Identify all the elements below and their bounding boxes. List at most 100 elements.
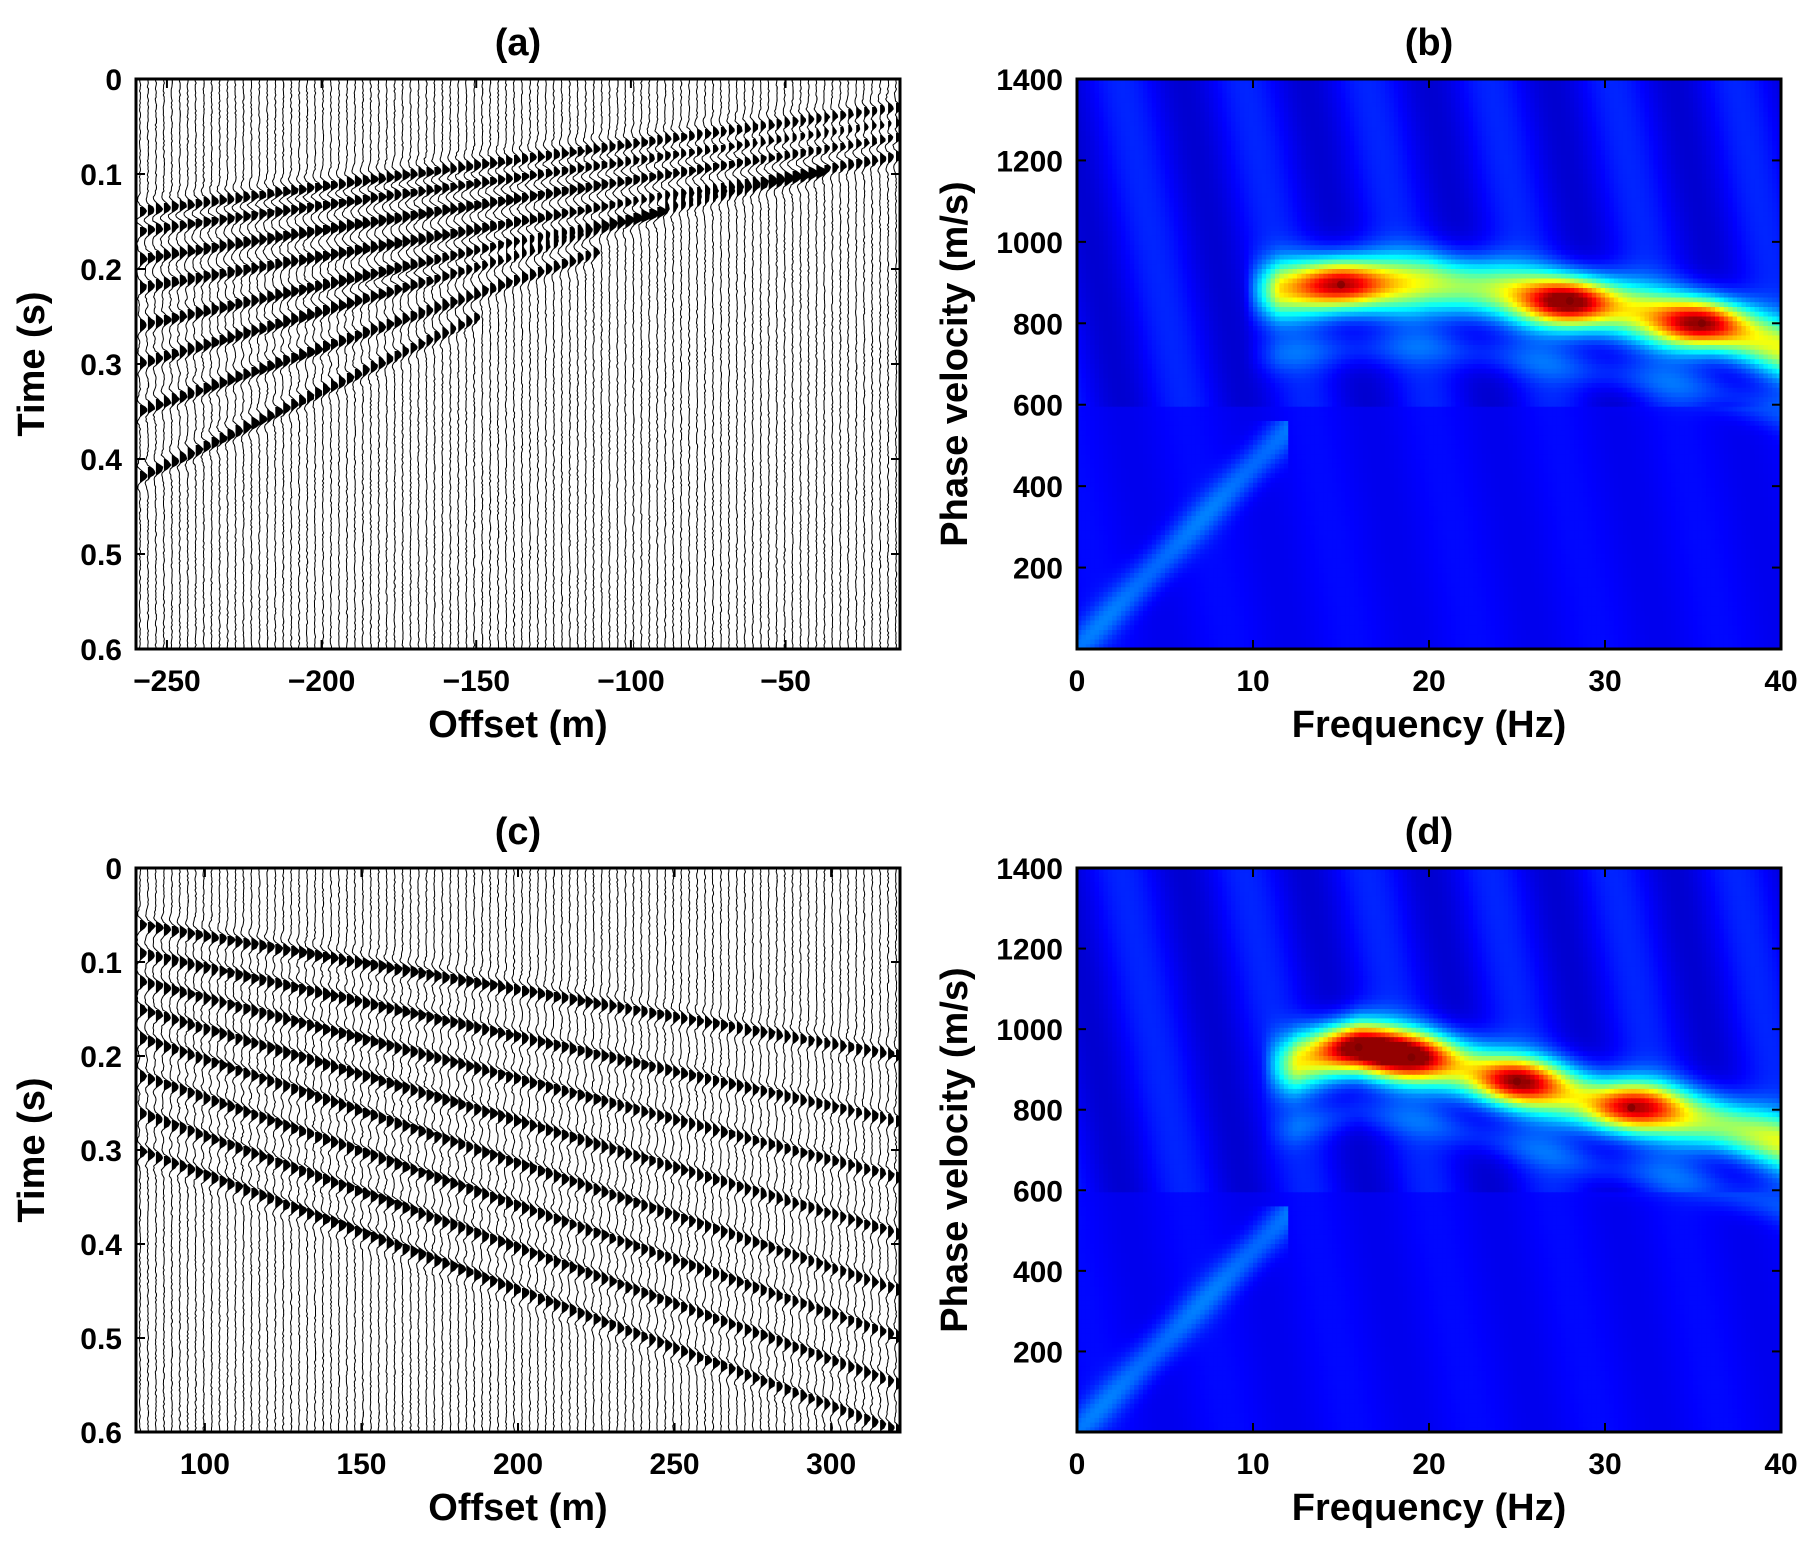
- panel-a-ytick-label: 0.3: [80, 349, 122, 382]
- panel-c-trace: [726, 868, 736, 1432]
- panel-a-trace: [541, 79, 553, 649]
- panel-d-xtick-label: 0: [1069, 1448, 1086, 1481]
- panel-a-trace: [677, 79, 687, 649]
- panel-a-trace: [669, 79, 680, 649]
- panel-a-trace: [247, 79, 259, 649]
- panel-c-ytick-label: 0.2: [80, 1041, 122, 1074]
- panel-c-ytick-label: 0: [105, 853, 122, 886]
- panel-c-trace: [870, 868, 879, 1432]
- panel-c-trace: [703, 868, 713, 1432]
- panel-c-xtick-label: 250: [650, 1448, 700, 1481]
- panel-c-trace: [687, 868, 696, 1432]
- panel-d-peak: [1513, 1078, 1521, 1086]
- panel-b-title: (b): [1405, 22, 1454, 64]
- panel-c-trace: [838, 868, 847, 1432]
- panel-c-trace: [185, 868, 195, 1432]
- panel-c-trace: [758, 868, 767, 1432]
- panel-c-ytick-label: 0.5: [80, 1323, 122, 1356]
- panel-a-xtick-label: −250: [133, 665, 201, 698]
- panel-d-ylabel: Phase velocity (m/s): [934, 967, 976, 1332]
- panel-d-xlabel: Frequency (Hz): [1292, 1487, 1566, 1529]
- panel-c-trace: [575, 868, 585, 1432]
- panel-c-trace: [328, 868, 339, 1432]
- panel-c-trace: [862, 868, 871, 1432]
- panel-a-trace: [877, 79, 886, 649]
- panel-a-trace: [422, 79, 434, 649]
- panel-c-xtick-label: 200: [493, 1448, 543, 1481]
- panel-a-trace: [303, 79, 315, 649]
- panel-c-trace: [225, 868, 235, 1432]
- panel-a-trace: [327, 79, 339, 649]
- panel-a-ylabel: Time (s): [11, 291, 53, 436]
- panel-a-trace: [780, 79, 794, 649]
- panel-b-ytick-label: 800: [1013, 308, 1063, 341]
- panel-c-trace: [416, 868, 427, 1432]
- panel-d-title: (d): [1405, 811, 1454, 853]
- panel-c-trace: [408, 868, 419, 1432]
- panel-d-ytick-label: 1200: [996, 934, 1063, 967]
- panel-d-xtick-label: 40: [1764, 1448, 1797, 1481]
- panel-a-trace: [350, 79, 363, 649]
- panel-c-trace: [527, 868, 537, 1432]
- panel-a-ytick-label: 0.4: [80, 444, 122, 477]
- panel-c-trace: [495, 868, 505, 1432]
- panel-b-ytick-label: 1400: [996, 64, 1063, 97]
- panel-c-xlabel: Offset (m): [428, 1487, 607, 1529]
- panel-a-trace: [637, 79, 650, 649]
- panel-d-xtick-label: 30: [1588, 1448, 1621, 1481]
- panel-c-trace: [519, 868, 529, 1432]
- panel-c-xtick-label: 300: [806, 1448, 856, 1481]
- panel-a-trace: [200, 79, 211, 649]
- panel-b-heatmap: [1077, 79, 1782, 650]
- panel-b-peak: [1566, 297, 1574, 305]
- panel-c-xtick-label: 150: [336, 1448, 386, 1481]
- panel-a-trace: [430, 79, 443, 649]
- panel-a-trace: [414, 79, 426, 649]
- panel-c-title: (c): [495, 811, 541, 853]
- panel-c-trace: [400, 868, 411, 1432]
- panel-a-trace: [153, 79, 164, 649]
- panel-b-xtick-label: 30: [1588, 665, 1621, 698]
- panel-b-ylabel: Phase velocity (m/s): [934, 181, 976, 546]
- panel-c-trace: [631, 868, 641, 1432]
- panel-c-trace: [432, 868, 443, 1432]
- panel-b-xtick-label: 20: [1412, 665, 1445, 698]
- panel-a-trace: [557, 79, 568, 649]
- panel-d-xtick-label: 10: [1236, 1448, 1269, 1481]
- panel-c-trace: [830, 868, 839, 1432]
- panel-b-ytick-label: 1200: [996, 145, 1063, 178]
- panel-b-ytick-label: 1000: [996, 227, 1063, 260]
- panel-a-trace: [334, 79, 347, 649]
- panel-b-peak: [1698, 319, 1706, 327]
- panel-a-trace: [629, 79, 642, 649]
- panel-a-trace: [796, 79, 809, 649]
- panel-c-trace: [878, 868, 887, 1432]
- panel-c-trace: [535, 868, 545, 1432]
- panel-a-trace: [645, 79, 659, 649]
- panel-d-heatmap: [1077, 868, 1782, 1433]
- panel-a-seismogram: [137, 79, 902, 649]
- panel-b-xtick-label: 10: [1236, 665, 1269, 698]
- panel-a-trace: [208, 79, 220, 649]
- panel-d-peak: [1407, 1053, 1415, 1061]
- panel-b-ytick-label: 600: [1013, 390, 1063, 423]
- panel-a-ytick-label: 0.6: [80, 634, 122, 667]
- panel-c-trace: [591, 868, 601, 1432]
- panel-b-ytick-label: 400: [1013, 471, 1063, 504]
- panel-a-xtick-label: −200: [288, 665, 356, 698]
- panel-d-ytick-label: 1400: [996, 853, 1063, 886]
- panel-a-trace: [686, 79, 696, 649]
- panel-a-trace: [693, 79, 704, 649]
- panel-a-trace: [216, 79, 227, 649]
- panel-b-ytick-label: 200: [1013, 553, 1063, 586]
- panel-c-trace: [854, 868, 863, 1432]
- panel-c-trace: [543, 868, 553, 1432]
- panel-a-trace: [318, 79, 331, 649]
- panel-c-trace: [455, 868, 466, 1432]
- panel-a-trace: [509, 79, 521, 649]
- panel-c-trace: [447, 868, 458, 1432]
- panel-a-trace: [788, 79, 802, 649]
- panel-a-trace: [438, 79, 450, 649]
- panel-a-xtick-label: −50: [760, 665, 811, 698]
